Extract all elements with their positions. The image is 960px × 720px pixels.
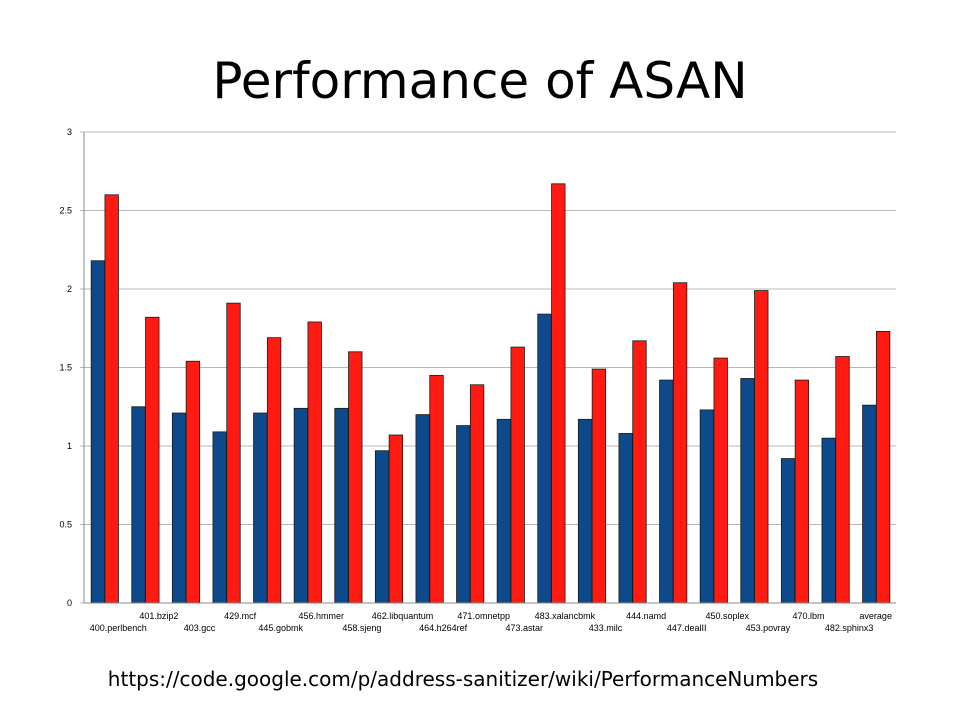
bar-series-a [212,431,227,604]
bar-series-a [171,412,187,604]
x-tick-label: 482.sphinx3 [825,623,874,633]
x-tick-label: 400.perlbench [90,623,147,633]
x-tick-label: 456.hmmer [299,611,345,621]
y-tick-label: 2.5 [59,206,72,216]
bar-series-a [740,378,755,604]
bar-series-a [90,260,106,604]
bar-series-a [821,437,836,604]
bar-series-b [266,337,282,604]
source-url-link[interactable]: https://code.google.com/p/address-saniti… [107,667,819,691]
bar-series-a [577,418,593,604]
bar-series-b [388,434,404,604]
x-tick-label: 462.libquantum [372,611,434,621]
bar-series-a [618,433,633,604]
bar-series-a [415,414,430,604]
bar-series-a [496,418,512,604]
x-tick-label: 445.gobmk [258,623,303,633]
grid-lines [80,131,896,604]
x-tick-label: 470.lbm [792,611,824,621]
axes [83,132,896,604]
bar-series-b [835,356,850,604]
bar-series-b [348,351,363,604]
y-tick-label: 0.5 [59,520,72,530]
bar-series-a [456,425,471,604]
x-tick-label: 464.h264ref [419,623,468,633]
bar-series-a [293,407,309,604]
bar-series-b [551,183,566,604]
bar-series-a [253,412,268,604]
bar-series-a [659,379,674,604]
bar-series-b [875,330,891,604]
x-tick-label: 444.namd [626,611,666,621]
x-tick-label: 401.bzip2 [139,611,178,621]
bar-series-a [780,458,796,604]
y-tick-label: 1 [67,441,72,451]
bar-series-a [334,407,349,604]
bar-series-a [862,404,877,604]
x-tick-label: 471.omnetpp [457,611,510,621]
bar-series-b [469,384,485,604]
y-tick-label: 2 [67,284,72,294]
bar-series-b [713,357,728,604]
bar-series-b [632,340,647,604]
bars [90,183,891,604]
y-tick-label: 3 [67,127,72,137]
bar-series-b [429,374,444,604]
bar-series-a [131,406,146,604]
y-tick-label: 0 [67,598,72,608]
bar-series-b [510,346,525,604]
x-tick-label: 453.povray [746,623,791,633]
bar-series-b [754,290,769,604]
bar-series-a [374,450,390,604]
x-tick-label: 473.astar [506,623,544,633]
bar-series-a [699,409,715,604]
bar-series-b [185,360,201,604]
bar-series-a [537,313,552,604]
x-tick-label: 483.xalancbmk [535,611,596,621]
bar-series-b [672,282,688,604]
y-tick-label: 1.5 [59,363,72,373]
x-tick-label: 450.soplex [706,611,750,621]
bar-series-b [307,321,322,604]
bar-series-b [794,379,810,604]
x-tick-label: 403.gcc [184,623,216,633]
x-tick-label: 429.mcf [224,611,257,621]
y-axis-ticks: 0 0.5 1 1.5 2 2.5 3 [59,127,72,608]
x-tick-label: average [859,611,892,621]
bar-series-b [145,316,160,604]
slide-title: Performance of ASAN [212,52,748,110]
bar-series-b [104,194,119,604]
x-axis-ticks: 400.perlbench 401.bzip2 403.gcc 429.mcf445.… [90,611,892,633]
x-tick-label: 447.dealII [667,623,707,633]
bar-series-b [226,302,241,604]
x-tick-label: 433.milc [589,623,623,633]
bar-series-b [591,368,607,604]
x-tick-label: 458.sjeng [342,623,381,633]
